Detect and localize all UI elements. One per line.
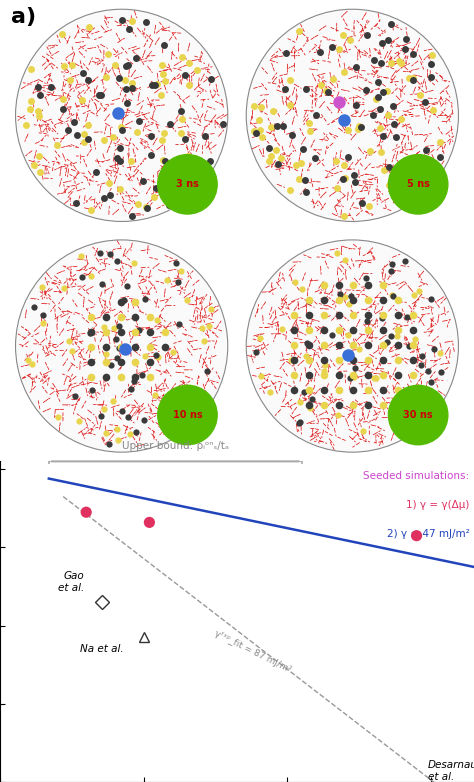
Text: 2) γ = 47 mJ/m²: 2) γ = 47 mJ/m²: [386, 529, 469, 539]
Circle shape: [246, 9, 458, 221]
Text: Seeded simulations:: Seeded simulations:: [363, 471, 469, 481]
Text: 30 ns: 30 ns: [403, 410, 433, 420]
Text: a): a): [11, 7, 36, 27]
Text: Desarnaud
et al.: Desarnaud et al.: [428, 760, 474, 782]
Text: 10 ns: 10 ns: [173, 410, 202, 420]
Circle shape: [158, 386, 217, 445]
Point: [413, 529, 420, 542]
Circle shape: [388, 155, 448, 214]
Text: Gao
et al.: Gao et al.: [58, 571, 85, 593]
Point: [82, 506, 90, 518]
Text: 3 ns: 3 ns: [176, 179, 199, 189]
Text: 1) γ = γ(Δμ): 1) γ = γ(Δμ): [406, 500, 469, 510]
Circle shape: [388, 386, 448, 445]
Circle shape: [158, 155, 217, 214]
Text: 5 ns: 5 ns: [407, 179, 429, 189]
Circle shape: [16, 240, 228, 452]
Point: [146, 516, 153, 529]
Text: Upper bound: ρᵢᵒⁿₛ/tₐ: Upper bound: ρᵢᵒⁿₛ/tₐ: [122, 441, 228, 451]
Circle shape: [16, 9, 228, 221]
Circle shape: [246, 240, 458, 452]
Text: γᶠˣᵖ_fit = 87 mJ/m²: γᶠˣᵖ_fit = 87 mJ/m²: [213, 630, 293, 675]
Text: Na et al.: Na et al.: [81, 644, 124, 654]
